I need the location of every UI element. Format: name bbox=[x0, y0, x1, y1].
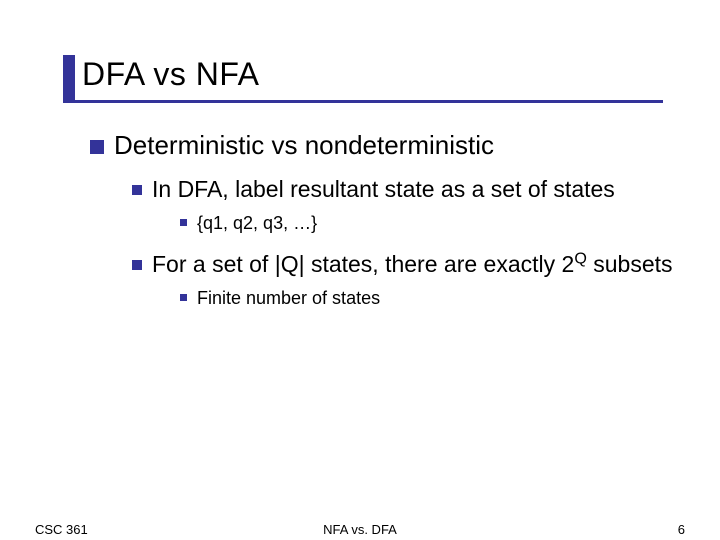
bullet-level-2: In DFA, label resultant state as a set o… bbox=[132, 175, 690, 205]
square-bullet-icon bbox=[180, 219, 187, 226]
bullet-level-2: For a set of |Q| states, there are exact… bbox=[132, 250, 690, 280]
bullet-text: For a set of |Q| states, there are exact… bbox=[152, 250, 690, 280]
bullet-text-post: subsets bbox=[587, 251, 673, 277]
square-bullet-icon bbox=[132, 185, 142, 195]
square-bullet-icon bbox=[180, 294, 187, 301]
square-bullet-icon bbox=[90, 140, 104, 154]
title-underline bbox=[63, 100, 663, 103]
bullet-text: In DFA, label resultant state as a set o… bbox=[152, 175, 690, 205]
square-bullet-icon bbox=[132, 260, 142, 270]
bullet-level-3: Finite number of states bbox=[180, 286, 690, 311]
title-accent-bar bbox=[63, 55, 75, 100]
bullet-text: Finite number of states bbox=[197, 286, 690, 311]
footer-page-number: 6 bbox=[678, 522, 685, 537]
bullet-text: {q1, q2, q3, …} bbox=[197, 211, 690, 236]
slide-title: DFA vs NFA bbox=[82, 56, 259, 93]
superscript: Q bbox=[574, 249, 587, 267]
bullet-text-pre: For a set of |Q| states, there are exact… bbox=[152, 251, 574, 277]
bullet-level-3: {q1, q2, q3, …} bbox=[180, 211, 690, 236]
slide-body: Deterministic vs nondeterministic In DFA… bbox=[90, 130, 690, 325]
footer-center: NFA vs. DFA bbox=[0, 522, 720, 537]
bullet-text: Deterministic vs nondeterministic bbox=[114, 130, 690, 161]
bullet-level-1: Deterministic vs nondeterministic bbox=[90, 130, 690, 161]
